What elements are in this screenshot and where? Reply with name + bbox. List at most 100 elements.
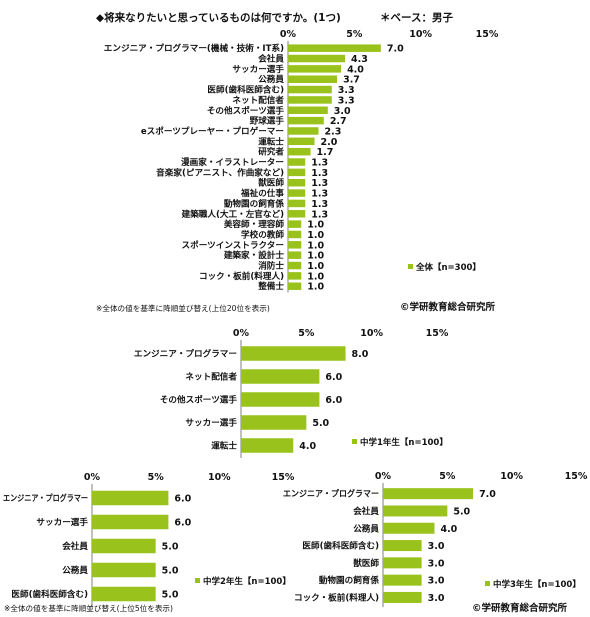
data-label: 1.0 (307, 220, 324, 231)
category-label: 消防士 (258, 260, 284, 272)
bar (288, 241, 301, 249)
x-tick-label: 5% (439, 471, 456, 482)
bar (288, 96, 332, 104)
data-label: 3.3 (338, 85, 355, 96)
data-label: 6.0 (174, 518, 191, 529)
legend-swatch (352, 439, 357, 444)
x-tick-label: 5% (298, 328, 315, 339)
category-label: エンジニア・プログラマー (3, 492, 88, 504)
data-label: 5.0 (162, 566, 179, 577)
data-label: 1.3 (311, 209, 328, 220)
bar (288, 117, 324, 125)
bar (288, 251, 301, 258)
x-tick-label: 5% (346, 29, 363, 40)
bar (288, 189, 305, 197)
bar (92, 563, 156, 578)
bar (288, 127, 319, 135)
bar (92, 587, 156, 602)
data-label: 3.0 (334, 106, 351, 117)
category-label: サッカー選手 (36, 516, 88, 528)
category-label: 建築家・設計士 (223, 249, 285, 261)
bar (288, 210, 305, 218)
category-label: 医師(歯科医師含む) (11, 588, 88, 600)
category-label: サッカー選手 (232, 63, 284, 75)
bar (288, 179, 305, 187)
bar (241, 415, 306, 430)
bar (383, 540, 422, 551)
bar (383, 488, 473, 499)
category-label: 公務員 (62, 564, 88, 576)
bar (288, 107, 328, 115)
bar (92, 539, 156, 554)
category-label: 獣医師 (353, 557, 379, 569)
data-label: 8.0 (352, 349, 369, 360)
category-label: 動物園の飼育係 (224, 197, 285, 209)
data-label: 1.7 (317, 147, 334, 158)
note-top5: ※全体の値を基準に降順並び替え(上位5位を表示) (4, 603, 173, 613)
chart-overall: 0% 5% 10% 15% エンジニア・プログラマー(機械・技術・IT系) 7.0 会社員 4… (104, 29, 499, 293)
bar (288, 55, 345, 63)
category-label: その他スポーツ選手 (160, 394, 238, 406)
bar (383, 557, 422, 568)
bar (288, 231, 301, 239)
category-label: ネット配信者 (232, 94, 284, 106)
data-label: 1.0 (307, 271, 324, 282)
category-label: サッカー選手 (185, 417, 237, 429)
note-top20: ※全体の値を基準に降順並び替え(上位20位を表示) (96, 303, 270, 313)
copyright-top: ©学研教育総合研究所 (400, 301, 496, 313)
data-label: 4.3 (351, 54, 368, 65)
legend-swatch (195, 578, 200, 583)
bar (288, 86, 332, 94)
bar (241, 346, 346, 361)
bar (383, 575, 422, 586)
data-label: 1.3 (311, 199, 328, 210)
bar (288, 282, 301, 290)
bar (92, 515, 168, 530)
data-label: 6.0 (174, 494, 191, 505)
bar (288, 158, 305, 166)
data-label: 1.0 (307, 282, 324, 293)
bar (288, 44, 381, 52)
data-label: 1.3 (311, 178, 328, 189)
x-tick-label: 15% (426, 328, 449, 339)
chart-grade1: 0% 5% 10% 15% エンジニア・プログラマー 8.0 ネット配信者 6.0 その他スポー… (134, 328, 449, 458)
bar (288, 262, 301, 270)
base-label: ＊ベース：男子 (380, 12, 453, 24)
data-label: 6.0 (325, 395, 342, 406)
legend-label: 中学2年生【n=100】 (203, 576, 291, 587)
category-label: 運転士 (211, 440, 237, 452)
bar (241, 392, 319, 407)
bar (383, 523, 434, 534)
category-label: 福祉の仕事 (240, 187, 284, 199)
category-label: その他スポーツ選手 (207, 104, 285, 116)
bar (288, 75, 337, 83)
bar (288, 272, 301, 280)
data-label: 1.0 (307, 261, 324, 272)
data-label: 5.0 (162, 590, 179, 601)
category-label: 医師(歯科医師含む) (302, 540, 379, 552)
x-tick-label: 0% (280, 29, 297, 40)
category-label: 学校の教師 (241, 228, 284, 240)
bar (288, 138, 315, 146)
x-tick-label: 0% (375, 471, 392, 482)
category-label: 漫画家・イラストレーター (181, 156, 284, 168)
data-label: 1.3 (311, 189, 328, 200)
category-label: 野球選手 (250, 115, 285, 127)
x-tick-label: 5% (148, 472, 165, 483)
data-label: 1.0 (307, 230, 324, 241)
data-label: 7.0 (479, 489, 496, 500)
data-label: 2.0 (321, 137, 338, 148)
category-label: 音楽家(ピアニスト、作曲家など) (156, 166, 284, 178)
data-label: 2.7 (330, 116, 347, 127)
bar (288, 169, 305, 177)
legend-swatch (485, 581, 490, 586)
data-label: 1.3 (311, 168, 328, 179)
x-tick-label: 10% (500, 471, 523, 482)
category-label: 会社員 (62, 540, 88, 552)
legend-swatch (408, 264, 413, 269)
data-label: 4.0 (440, 524, 457, 535)
category-label: スポーツインストラクター (182, 239, 284, 251)
bar (241, 369, 319, 384)
chart-grade2: 0% 5% 10% 15% エンジニア・プログラマー 6.0 サッカー選手 6.0 会社員 5.0… (3, 472, 295, 607)
bar (288, 65, 341, 73)
